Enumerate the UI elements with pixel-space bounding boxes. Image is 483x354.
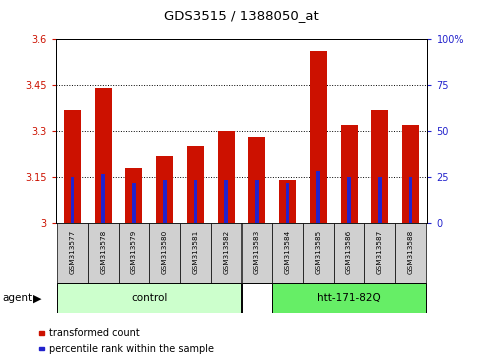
Text: GSM313586: GSM313586	[346, 230, 352, 274]
Bar	[272, 283, 426, 313]
Text: GDS3515 / 1388050_at: GDS3515 / 1388050_at	[164, 9, 319, 22]
Bar	[272, 223, 303, 283]
Bar	[88, 223, 118, 283]
Bar	[347, 177, 351, 223]
Text: transformed count: transformed count	[49, 328, 140, 338]
Bar	[57, 223, 88, 283]
Bar	[341, 125, 357, 223]
Bar	[310, 51, 327, 223]
Bar	[286, 183, 289, 223]
Bar	[409, 177, 412, 223]
Bar	[334, 223, 365, 283]
Bar	[395, 223, 426, 283]
Text: GSM313579: GSM313579	[131, 230, 137, 274]
Bar	[211, 223, 242, 283]
Bar	[402, 125, 419, 223]
Text: control: control	[131, 293, 168, 303]
Text: GSM313587: GSM313587	[377, 230, 383, 274]
Bar	[378, 177, 382, 223]
Bar	[187, 146, 204, 223]
Text: GSM313582: GSM313582	[223, 230, 229, 274]
Bar	[64, 109, 81, 223]
Text: GSM313580: GSM313580	[162, 230, 168, 274]
Bar	[279, 180, 296, 223]
Bar	[132, 183, 136, 223]
Bar	[149, 223, 180, 283]
Text: GSM313583: GSM313583	[254, 230, 260, 274]
Bar	[57, 283, 242, 313]
Bar	[71, 177, 74, 223]
Text: GSM313585: GSM313585	[315, 230, 321, 274]
Text: GSM313577: GSM313577	[70, 230, 75, 274]
Bar	[156, 155, 173, 223]
Text: agent: agent	[2, 293, 32, 303]
Bar	[242, 223, 272, 283]
Bar	[303, 223, 334, 283]
Text: htt-171-82Q: htt-171-82Q	[317, 293, 381, 303]
Bar	[95, 88, 112, 223]
Text: GSM313578: GSM313578	[100, 230, 106, 274]
Bar	[242, 283, 272, 313]
Bar	[248, 137, 265, 223]
Bar	[126, 168, 142, 223]
Bar	[316, 171, 320, 223]
Text: ▶: ▶	[33, 293, 42, 303]
Text: percentile rank within the sample: percentile rank within the sample	[49, 344, 214, 354]
Bar	[255, 180, 259, 223]
Text: GSM313581: GSM313581	[192, 230, 199, 274]
Bar	[365, 223, 395, 283]
Bar	[118, 223, 149, 283]
Text: GSM313588: GSM313588	[408, 230, 413, 274]
Bar	[180, 223, 211, 283]
Bar	[194, 180, 197, 223]
Bar	[218, 131, 235, 223]
Bar	[371, 109, 388, 223]
Text: GSM313584: GSM313584	[284, 230, 291, 274]
Bar	[224, 180, 228, 223]
Bar	[101, 174, 105, 223]
Bar	[163, 180, 167, 223]
